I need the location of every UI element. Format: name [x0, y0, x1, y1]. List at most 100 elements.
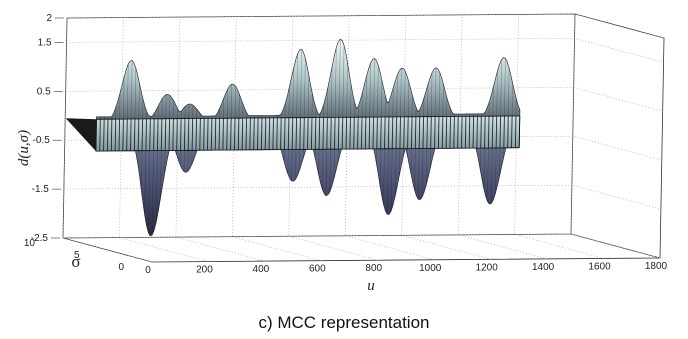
band-line: [307, 117, 309, 150]
leading-tail: [65, 118, 97, 152]
mesh-line: [483, 148, 485, 189]
band-line: [218, 118, 221, 151]
side-wall: [570, 13, 665, 259]
band-line: [403, 116, 405, 149]
band-line: [180, 118, 182, 151]
band-line: [468, 116, 471, 149]
band-line: [337, 117, 340, 150]
band-line: [434, 116, 436, 149]
tick-labels: 0 200 400 600 800 1000 1200 1400 1600 1800 0 5 10 2 1.…: [24, 13, 668, 276]
band-line: [299, 117, 301, 150]
x-tick-label: 1400: [532, 262, 555, 273]
mesh-line: [499, 147, 501, 177]
band-line: [280, 117, 282, 150]
mesh-line: [431, 72, 433, 117]
mesh-line: [350, 84, 352, 118]
band-line: [230, 118, 232, 151]
mesh-line: [325, 149, 327, 196]
band-line: [203, 118, 205, 151]
band-line: [106, 119, 109, 151]
band-line: [334, 117, 336, 150]
band-line: [249, 118, 251, 150]
mesh-line: [491, 147, 493, 204]
band-line: [222, 118, 224, 151]
mesh-line: [487, 147, 489, 202]
mesh-line: [400, 68, 402, 117]
band-line: [176, 118, 178, 151]
band-line: [110, 119, 113, 151]
band-line: [264, 117, 267, 150]
mesh-line: [329, 149, 331, 192]
x-tick-label: 1800: [645, 261, 668, 272]
mesh-line: [123, 76, 125, 120]
band-line: [303, 117, 305, 150]
band-line: [326, 117, 328, 150]
band-line: [411, 116, 413, 149]
y-tick-label: 5: [74, 250, 80, 261]
grid-line-u: [231, 16, 322, 261]
band-line: [187, 118, 190, 151]
mesh-line: [155, 150, 158, 223]
x-tick-label: 1600: [588, 261, 611, 272]
band-line: [364, 117, 367, 149]
mesh-line: [342, 45, 345, 118]
band-line: [484, 116, 486, 149]
grid-line-u: [344, 15, 435, 261]
floor-edge: [62, 237, 661, 263]
mesh-line: [234, 86, 236, 119]
band-line: [422, 116, 425, 149]
band-line: [241, 118, 244, 150]
grid-line-u: [570, 13, 661, 259]
mesh-line: [292, 68, 294, 118]
band-line: [487, 116, 490, 148]
band-line: [137, 118, 140, 151]
mesh-line: [296, 53, 298, 118]
mesh-line: [141, 150, 143, 191]
band-line: [226, 118, 228, 151]
mesh-line: [496, 70, 498, 117]
band-line: [353, 117, 355, 150]
mesh-line: [333, 149, 335, 179]
grid-line-u: [119, 17, 209, 262]
band-line: [461, 116, 463, 149]
band-line: [287, 117, 290, 150]
band-line: [207, 118, 209, 151]
band-line: [268, 117, 271, 150]
band-line: [372, 117, 375, 149]
mesh-line: [331, 66, 333, 118]
band-line: [145, 118, 147, 151]
y-tick-label: 0: [118, 262, 124, 273]
mesh-line: [300, 49, 302, 118]
band-line: [491, 116, 494, 148]
band-line: [183, 118, 186, 151]
mesh-line: [291, 149, 293, 181]
mesh-line: [346, 63, 348, 118]
band-line: [453, 116, 455, 149]
mesh-line: [390, 148, 393, 212]
x-tick-label: 600: [309, 264, 326, 275]
z-tick-label: -2.5: [31, 233, 49, 244]
y-tick-label: 10: [24, 238, 36, 249]
band-line: [430, 116, 432, 149]
band-line: [495, 116, 498, 148]
band-line: [99, 119, 101, 152]
band-line: [341, 117, 344, 150]
band-line: [322, 117, 324, 150]
band-line: [245, 118, 248, 150]
band-line: [376, 117, 378, 149]
band-line: [441, 116, 444, 149]
band-line: [126, 119, 128, 151]
mesh-line: [365, 75, 367, 118]
band-line: [253, 118, 255, 150]
band-line: [191, 118, 194, 151]
mesh-line: [338, 39, 341, 118]
band-line: [195, 118, 197, 151]
band-line: [103, 119, 105, 152]
band-line: [284, 117, 286, 150]
mesh-line: [373, 58, 375, 118]
grid-line-u: [514, 14, 604, 259]
band-line: [457, 116, 459, 149]
band-line: [414, 116, 417, 149]
band-line: [391, 116, 394, 149]
band-line: [122, 119, 124, 151]
